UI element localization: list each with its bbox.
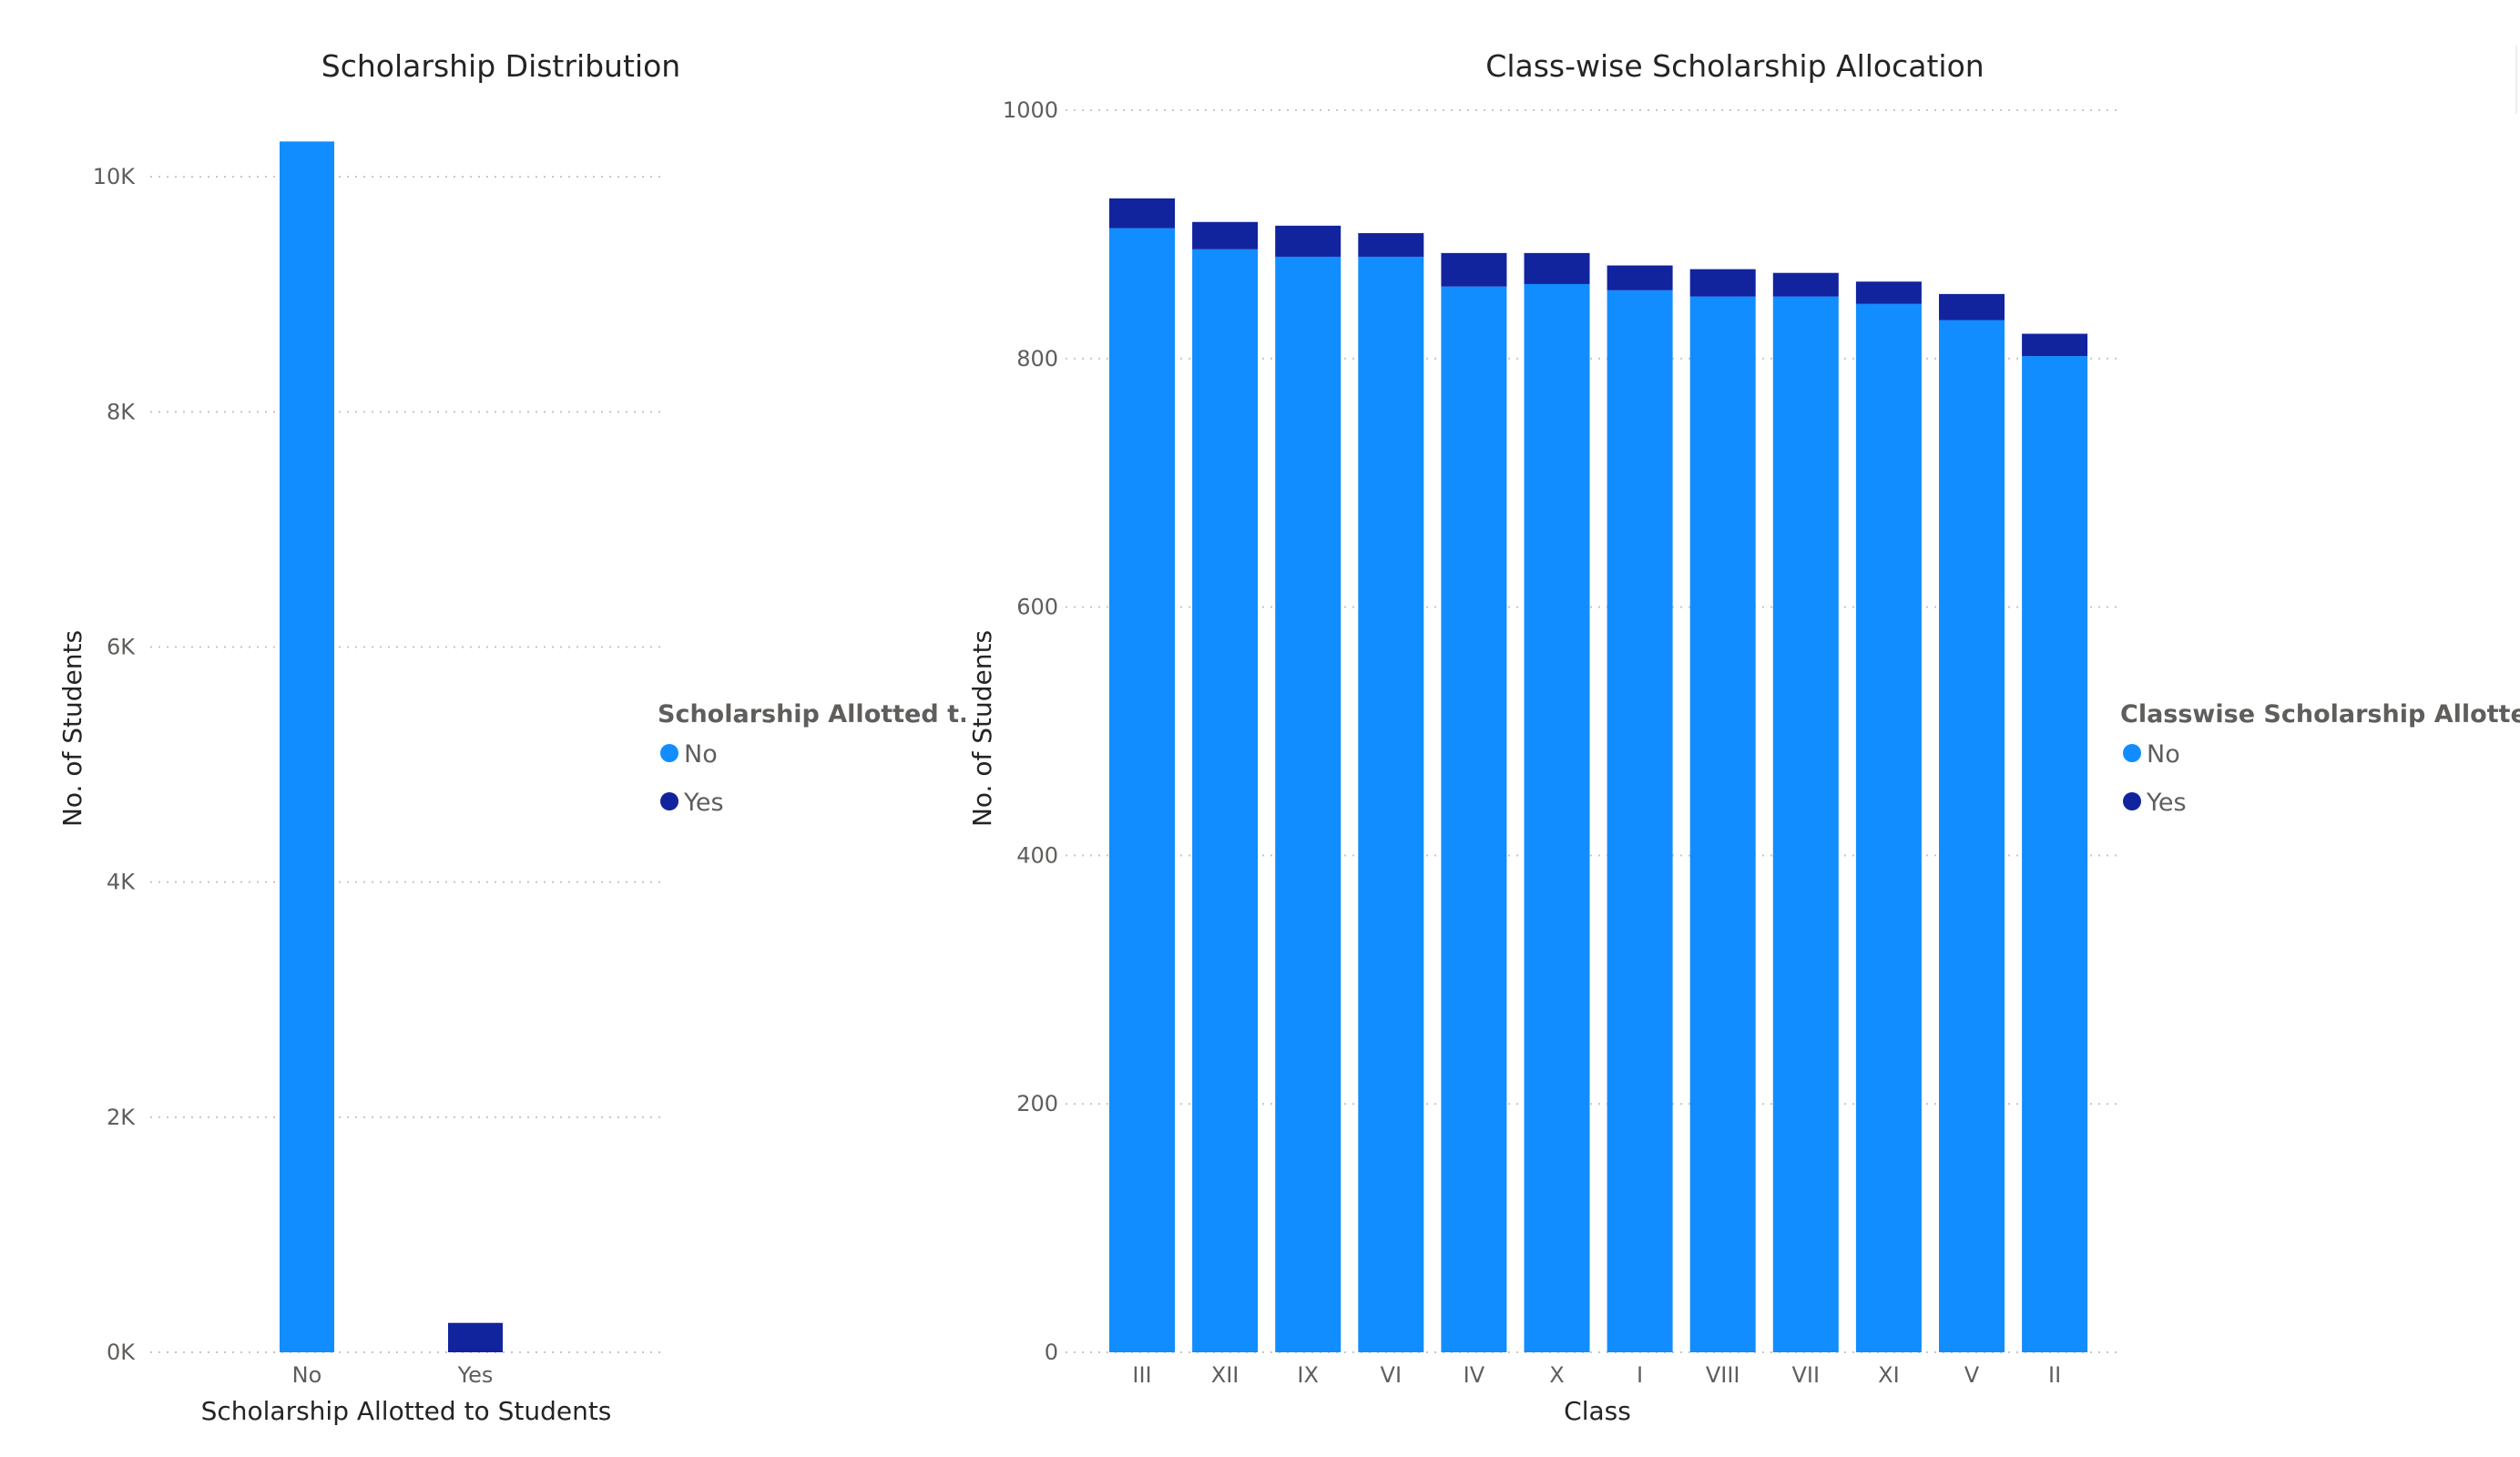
y-tick-label: 600 [1016,595,1058,620]
bar-yes-i [1607,265,1673,290]
bar-yes-vii [1772,272,1839,297]
y-axis-ticks: 0K 2K 4K 6K 8K 10K [93,164,137,1365]
bar-yes-yes [448,1322,503,1352]
bar-yes-vi [1358,233,1424,257]
x-tick-label: XI [1878,1362,1900,1388]
legend-label-no: No [2147,740,2180,769]
bar-yes-ix [1275,225,1342,257]
bar-no-v [1939,320,2005,1352]
y-tick-label: 800 [1016,346,1058,372]
bar-no-x [1524,283,1590,1353]
x-tick-label: III [1132,1362,1151,1388]
bars [280,141,503,1352]
panel-edge [2515,46,2517,114]
legend-item-yes[interactable]: Yes [2123,789,2187,817]
x-tick-label: VI [1381,1362,1403,1388]
bar-no-xii [1192,249,1259,1352]
legend-item-no[interactable]: No [2123,740,2180,769]
y-tick-label: 1000 [1003,97,1058,123]
legend-item-no[interactable]: No [660,740,718,769]
x-tick-label: VII [1792,1362,1821,1388]
chart-title: Scholarship Distribution [321,48,680,84]
x-tick-label: VIII [1706,1362,1740,1388]
legend-title: Scholarship Allotted t... [658,700,965,728]
y-tick-label: 6K [107,634,136,659]
bar-yes-iv [1441,252,1507,287]
legend-marker-no [2123,744,2141,762]
bar-no-ii [2022,356,2088,1352]
bar-yes-xi [1855,281,1922,304]
y-tick-label: 0K [107,1340,136,1365]
legend[interactable]: Classwise Scholarship Allotted No Yes [2120,700,2520,817]
bar-yes-x [1524,252,1590,284]
bar-no-viii [1689,296,1756,1353]
y-tick-label: 10K [93,164,137,189]
y-tick-label: 200 [1016,1091,1058,1116]
bar-yes-viii [1689,269,1756,297]
y-tick-label: 8K [107,399,136,424]
bar-yes-iii [1109,198,1175,229]
x-tick-label: IV [1464,1362,1485,1388]
y-tick-label: 2K [107,1105,136,1130]
legend-marker-yes [2123,792,2141,810]
bar-no-vi [1358,256,1424,1352]
bar-yes-ii [2022,333,2088,357]
x-tick-label: Yes [457,1362,494,1388]
y-axis-title: No. of Students [57,630,87,827]
legend-label-yes: Yes [683,789,724,817]
chart-title: Class-wise Scholarship Allocation [1485,48,1984,84]
x-axis-ticks: III XII IX VI IV X I VIII VII XI V II [1132,1362,2061,1388]
x-axis-title: Scholarship Allotted to Students [201,1396,612,1426]
legend-title: Classwise Scholarship Allotted [2120,700,2520,728]
bars [1109,198,2088,1353]
x-tick-label: I [1637,1362,1643,1388]
scholarship-distribution-chart[interactable]: Scholarship Distribution 0K 2K 4K 6K 8K 10K N… [0,0,965,1457]
bar-no-i [1607,290,1673,1352]
bar-no-vii [1772,296,1839,1353]
y-tick-label: 0 [1045,1340,1058,1365]
x-tick-label: IX [1297,1362,1319,1388]
bar-yes-v [1939,293,2005,321]
y-tick-label: 400 [1016,842,1058,868]
x-tick-label: XII [1211,1362,1240,1388]
class-wise-scholarship-chart[interactable]: Class-wise Scholarship Allocation 0 200 40… [965,0,2520,1457]
x-axis-ticks: No Yes [292,1362,494,1388]
legend-label-no: No [684,740,718,769]
y-axis-title: No. of Students [967,630,997,827]
legend-marker-yes [660,792,678,810]
bar-no-iv [1441,286,1507,1352]
x-tick-label: V [1964,1362,1980,1388]
y-tick-label: 4K [107,870,136,895]
bar-no-ix [1275,256,1342,1352]
y-axis-ticks: 0 200 400 600 800 1000 [1003,97,1058,1365]
legend-item-yes[interactable]: Yes [660,789,724,817]
x-tick-label: X [1549,1362,1564,1388]
bar-no-iii [1109,228,1175,1353]
bar-yes-xii [1192,221,1259,250]
x-axis-title: Class [1564,1396,1631,1426]
bar-no-no [280,141,334,1352]
x-tick-label: No [292,1362,322,1388]
y-gridlines [150,176,660,1353]
x-tick-label: II [2048,1362,2061,1388]
legend[interactable]: Scholarship Allotted t... No Yes [658,700,965,817]
legend-marker-no [660,744,678,762]
bar-no-xi [1855,303,1922,1353]
legend-label-yes: Yes [2146,789,2187,817]
